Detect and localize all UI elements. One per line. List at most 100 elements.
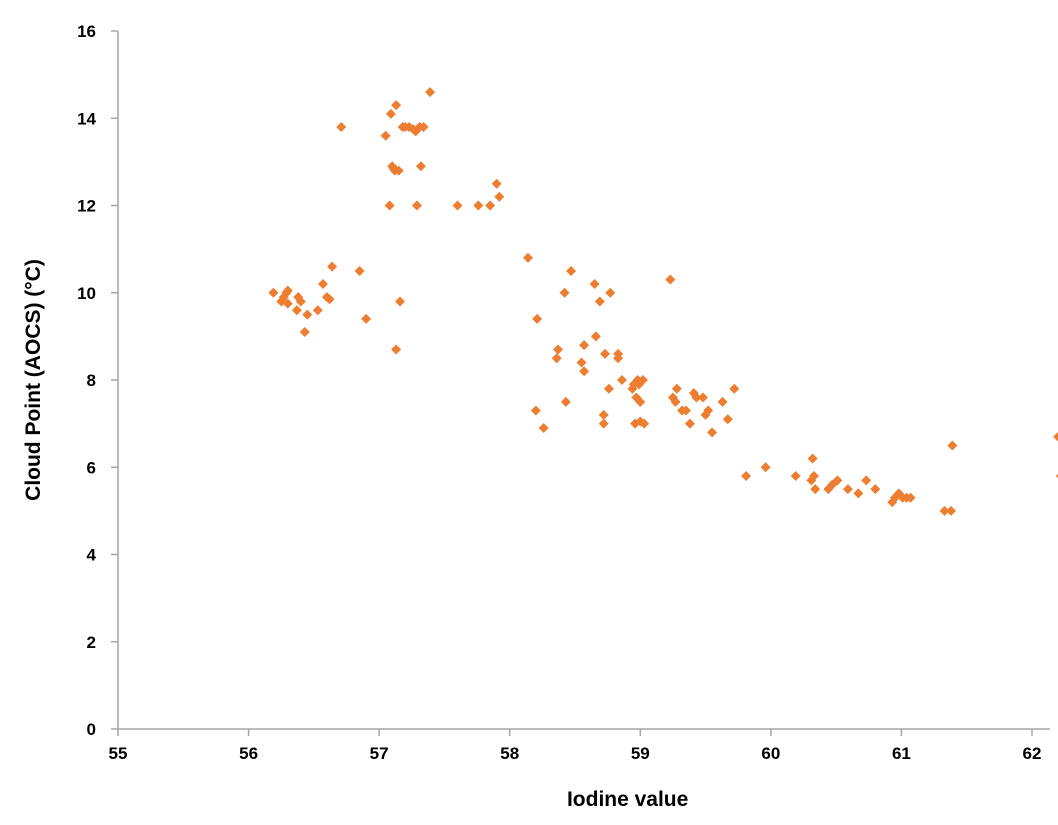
y-tick-label: 16 (77, 22, 96, 41)
data-point (635, 396, 646, 407)
data-point (418, 121, 429, 132)
plot-area: 0 2 4 6 8 10 12 14 16 55 56 57 58 59 60 61 62 (77, 22, 1058, 763)
data-point (947, 440, 958, 451)
data-point (594, 296, 605, 307)
data-point (807, 453, 818, 464)
data-point (324, 294, 335, 305)
data-point (522, 252, 533, 263)
data-point (722, 414, 733, 425)
data-point (530, 405, 541, 416)
data-point (729, 383, 740, 394)
data-point (404, 121, 415, 132)
data-point (790, 470, 801, 481)
data-point (302, 309, 313, 320)
data-point (639, 418, 650, 429)
y-axis-title: Cloud Point (AOCS) (°C) (22, 259, 45, 501)
data-point (697, 392, 708, 403)
data-point (671, 383, 682, 394)
data-point (268, 287, 279, 298)
data-points (268, 87, 1058, 516)
data-point (312, 305, 323, 316)
data-point (425, 87, 436, 98)
data-point (361, 313, 372, 324)
data-point (282, 298, 293, 309)
data-point (939, 505, 950, 516)
data-point (282, 285, 293, 296)
x-tick-label: 61 (892, 744, 911, 763)
y-tick-label: 8 (87, 371, 96, 390)
data-point (946, 505, 957, 516)
x-tick-label: 58 (500, 744, 519, 763)
y-tick-label: 0 (87, 720, 96, 739)
data-point (680, 405, 691, 416)
data-point (291, 305, 302, 316)
data-point (605, 287, 616, 298)
data-point (391, 100, 402, 111)
data-point (808, 470, 819, 481)
y-tick-label: 2 (87, 633, 96, 652)
x-tick-label: 55 (109, 744, 128, 763)
data-point (579, 340, 590, 351)
data-point (415, 161, 426, 172)
data-point (810, 484, 821, 495)
data-point (410, 126, 421, 137)
data-point (598, 409, 609, 420)
data-point (598, 418, 609, 429)
data-point (391, 344, 402, 355)
data-point (576, 357, 587, 368)
y-tick-label: 6 (87, 458, 96, 477)
y-tick-label: 14 (77, 109, 96, 128)
data-point (327, 261, 338, 272)
data-point (336, 121, 347, 132)
x-tick-label: 60 (761, 744, 780, 763)
data-point (551, 353, 562, 364)
data-point (299, 327, 310, 338)
data-point (617, 375, 628, 385)
data-point (603, 383, 614, 394)
y-tick-label: 12 (77, 197, 96, 216)
data-point (295, 296, 306, 307)
data-point (491, 178, 502, 189)
data-point (566, 265, 577, 276)
data-point (395, 296, 406, 307)
data-point (412, 200, 423, 211)
data-point (703, 405, 714, 416)
data-point (870, 484, 881, 495)
data-point (691, 392, 702, 403)
data-point (707, 427, 718, 438)
data-point (832, 475, 843, 486)
data-point (717, 396, 728, 407)
x-axis-title: Iodine value (567, 788, 688, 811)
data-point (384, 200, 395, 211)
data-point (760, 462, 771, 473)
data-point (665, 274, 676, 285)
y-axis-ticks: 0 2 4 6 8 10 12 14 16 (77, 22, 118, 739)
data-point (579, 366, 590, 377)
data-point (905, 492, 916, 503)
data-point (559, 287, 570, 298)
x-tick-label: 59 (631, 744, 650, 763)
data-point (741, 470, 752, 481)
data-point (317, 279, 328, 290)
data-point (684, 418, 695, 429)
data-point (590, 331, 601, 342)
data-point (600, 348, 611, 359)
y-tick-label: 4 (87, 546, 97, 565)
data-point (385, 108, 396, 119)
x-axis-ticks: 55 56 57 58 59 60 61 62 (109, 729, 1042, 763)
x-tick-label: 56 (239, 744, 258, 763)
data-point (452, 200, 463, 211)
data-point (1055, 473, 1058, 479)
data-point (485, 200, 496, 211)
y-tick-label: 10 (77, 284, 96, 303)
data-point (393, 165, 404, 176)
data-point (538, 422, 549, 433)
x-tick-label: 62 (1023, 744, 1042, 763)
data-point (560, 396, 571, 407)
data-point (473, 200, 484, 211)
data-point (853, 488, 864, 499)
x-tick-label: 57 (370, 744, 389, 763)
data-point (380, 130, 391, 141)
data-point (670, 396, 681, 407)
